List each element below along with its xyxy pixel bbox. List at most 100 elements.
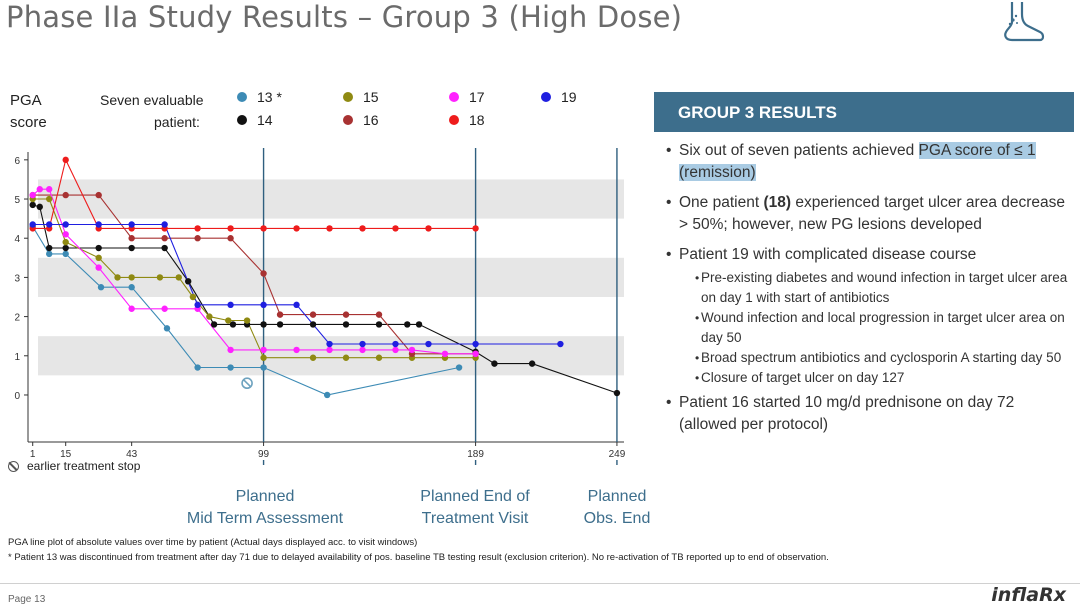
- data-point: [46, 250, 53, 258]
- data-point: [309, 311, 317, 318]
- data-point: [36, 186, 43, 193]
- data-point: [404, 321, 411, 328]
- y-tick-label: 1: [14, 352, 20, 363]
- legend-label: 18: [469, 112, 485, 128]
- data-point: [342, 321, 350, 328]
- legend-label: 13 *: [257, 89, 282, 105]
- data-point: [29, 221, 36, 228]
- data-point: [557, 340, 564, 348]
- data-point: [95, 254, 102, 262]
- brand-logo: inflaRx: [991, 584, 1066, 606]
- y-tick-label: 2: [14, 313, 20, 324]
- data-point: [227, 235, 234, 242]
- data-point: [128, 274, 135, 281]
- data-point: [455, 364, 463, 371]
- y-tick-label: 5: [14, 195, 20, 206]
- data-point: [342, 354, 350, 361]
- data-point: [161, 221, 168, 228]
- data-point: [46, 244, 53, 252]
- y-tick-label: 3: [14, 273, 20, 284]
- data-point: [225, 317, 232, 324]
- data-point: [441, 350, 449, 358]
- data-point: [309, 321, 317, 328]
- x-tick-label: 43: [126, 449, 138, 460]
- legend-marker: [449, 115, 459, 125]
- data-point: [293, 346, 300, 354]
- early-stop-marker: [241, 377, 253, 390]
- footnote: * Patient 13 was discontinued from treat…: [8, 552, 829, 563]
- data-point: [46, 186, 53, 193]
- data-point: [326, 225, 333, 232]
- early-stop-note: earlier treatment stop: [8, 459, 140, 473]
- data-point: [323, 391, 331, 399]
- data-point: [62, 244, 69, 252]
- y-axis-title-line2: score: [10, 114, 47, 131]
- data-point: [128, 284, 135, 291]
- y-tick-label: 4: [14, 234, 20, 245]
- data-point: [114, 274, 121, 281]
- data-point: [293, 301, 300, 309]
- x-tick-label: 15: [60, 449, 72, 460]
- data-point: [46, 221, 53, 228]
- x-tick-label: 99: [258, 449, 270, 460]
- data-point: [36, 203, 43, 211]
- data-point: [260, 321, 267, 328]
- data-point: [408, 346, 416, 354]
- milestone-label-line2: Treatment Visit: [421, 510, 529, 527]
- data-point: [359, 225, 366, 232]
- data-point: [309, 354, 317, 361]
- legend-item: 17: [449, 89, 485, 105]
- results-panel-body: Six out of seven patients achieved PGA s…: [662, 140, 1074, 444]
- result-bullet: Patient 16 started 10 mg/d prednisone on…: [662, 392, 1074, 436]
- data-point: [472, 350, 479, 358]
- footnote: PGA line plot of absolute values over ti…: [8, 537, 418, 548]
- data-point: [62, 221, 69, 228]
- legend-marker: [449, 92, 459, 102]
- data-point: [415, 321, 423, 328]
- data-point: [243, 317, 251, 324]
- legend-item: 19: [541, 89, 577, 105]
- result-bullet: Patient 19 with complicated disease cour…: [662, 244, 1074, 388]
- data-point: [194, 235, 201, 242]
- data-point: [184, 278, 192, 285]
- data-point: [29, 201, 36, 209]
- y-axis-title-line1: PGA: [10, 92, 42, 109]
- x-tick-label: 1: [30, 449, 36, 460]
- legend-label: 16: [363, 112, 379, 128]
- legend-label: 19: [561, 89, 577, 105]
- milestone-mid-term: Planned Mid Term Assessment: [180, 486, 350, 530]
- early-stop-note-text: earlier treatment stop: [27, 459, 141, 473]
- series-line: [32, 204, 618, 394]
- data-point: [95, 264, 102, 271]
- milestone-label-line1: Planned: [587, 488, 647, 505]
- data-point: [276, 321, 284, 328]
- legend-caption-line1: Seven evaluable: [100, 92, 204, 108]
- data-point: [342, 311, 350, 318]
- legend-item: 15: [343, 89, 379, 105]
- result-bullet: Six out of seven patients achieved PGA s…: [662, 140, 1074, 184]
- data-point: [97, 284, 105, 291]
- data-point: [613, 389, 621, 397]
- milestone-label-line1: Planned End of: [420, 488, 530, 505]
- data-point: [46, 195, 53, 203]
- data-point: [227, 346, 234, 354]
- result-bullet-text: Patient 19 with complicated disease cour…: [679, 246, 977, 263]
- milestone-end-of-treatment: Planned End of Treatment Visit: [404, 486, 546, 530]
- series-line: [32, 194, 476, 355]
- data-point: [95, 221, 102, 228]
- results-panel-header: GROUP 3 RESULTS: [654, 92, 1074, 132]
- data-point: [528, 360, 536, 367]
- data-point: [161, 244, 168, 252]
- data-point: [175, 274, 182, 281]
- pga-line-chart: 0 1 2 3 4 5 6 1 15 43 99 189 249: [14, 148, 626, 465]
- data-point: [260, 364, 267, 371]
- y-tick-label: 0: [14, 391, 20, 402]
- patient-id: (18): [763, 194, 792, 211]
- legend-marker: [343, 115, 353, 125]
- data-point: [375, 311, 383, 318]
- data-point: [392, 225, 399, 232]
- data-point: [260, 225, 267, 232]
- milestone-label-line1: Planned: [235, 488, 295, 505]
- data-point: [62, 191, 69, 199]
- legend-label: 17: [469, 89, 485, 105]
